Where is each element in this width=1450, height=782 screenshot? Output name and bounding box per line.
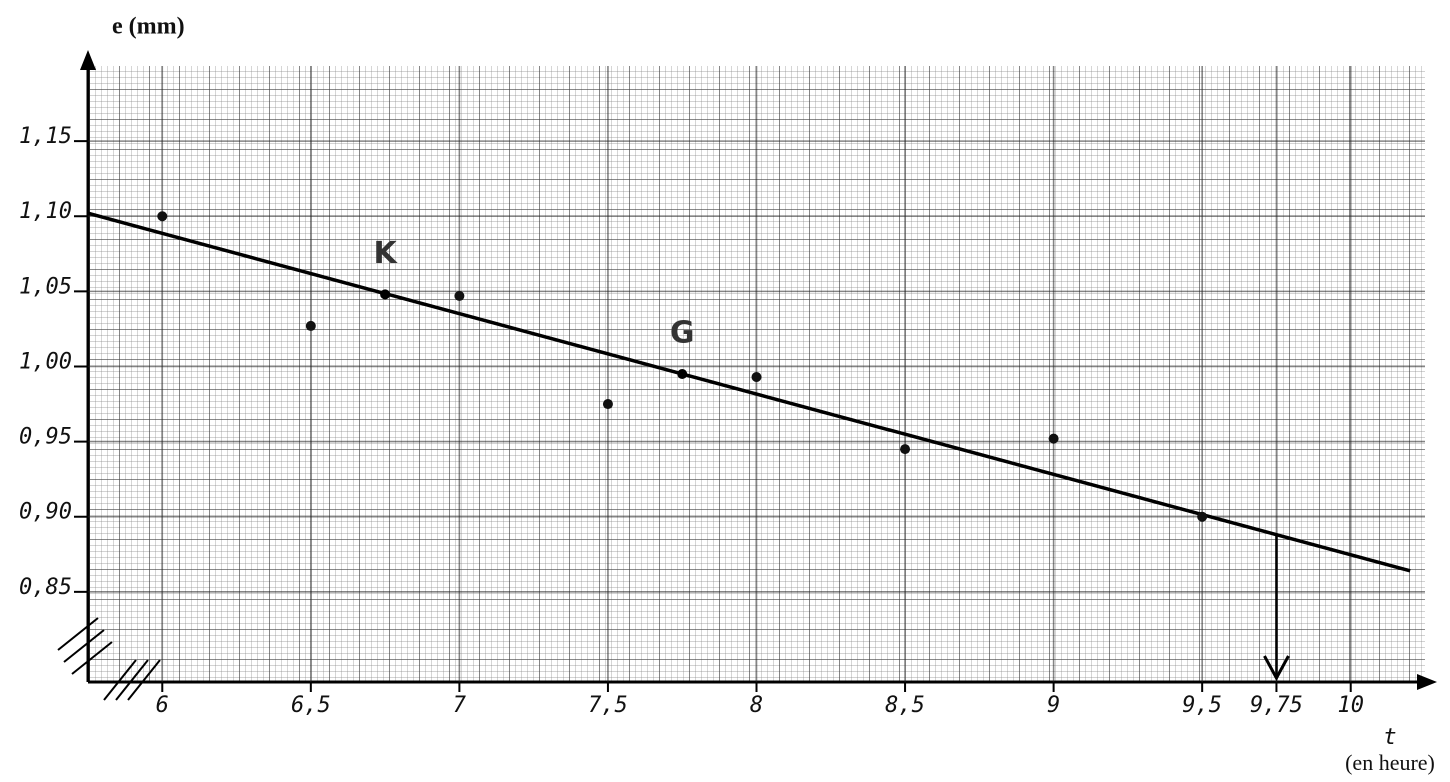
y-tick-label: 1,15 <box>19 124 72 149</box>
data-point <box>900 444 911 455</box>
fit-line <box>87 211 1411 573</box>
data-point <box>1197 511 1208 522</box>
y-tick-label: 1,00 <box>19 349 72 374</box>
data-point <box>1048 433 1059 444</box>
data-point <box>157 211 168 222</box>
x-tick-label: 9,75 <box>1250 693 1303 718</box>
y-axis-arrow <box>80 50 96 70</box>
x-tick-label: 6 <box>156 693 169 718</box>
y-axis-title: e (mm) <box>112 14 185 40</box>
annotation-label: G <box>670 316 695 351</box>
x-tick-label: 9 <box>1047 693 1060 718</box>
y-tick-label: 0,85 <box>19 575 72 600</box>
y-tick-label: 0,95 <box>19 425 72 450</box>
annotation-point <box>677 369 688 379</box>
x-axis-break <box>103 659 161 701</box>
x-tick-label: 8 <box>750 693 763 718</box>
y-axis-break <box>57 617 113 675</box>
projection-arrowhead <box>1263 655 1290 682</box>
x-tick-label: 10 <box>1337 693 1364 718</box>
x-tick-label: 6,5 <box>291 693 331 718</box>
x-tick-label: 7 <box>453 693 467 718</box>
y-tick-label: 1,05 <box>19 274 72 299</box>
data-point <box>305 320 316 331</box>
y-tick-label: 0,90 <box>19 500 72 525</box>
data-point <box>454 290 465 301</box>
x-axis-arrow <box>1417 674 1437 690</box>
annotation-label: K <box>373 236 398 271</box>
x-tick-label: 7,5 <box>588 693 628 718</box>
x-tick-label: 9,5 <box>1182 693 1222 718</box>
x-axis-unit: (en heure) <box>1345 750 1435 775</box>
data-point <box>602 399 613 410</box>
annotation-point <box>380 289 391 300</box>
x-tick-label: 8,5 <box>885 693 925 718</box>
y-tick-label: 1,10 <box>19 199 72 224</box>
data-point <box>751 372 762 383</box>
x-axis-title: t <box>1383 725 1396 750</box>
